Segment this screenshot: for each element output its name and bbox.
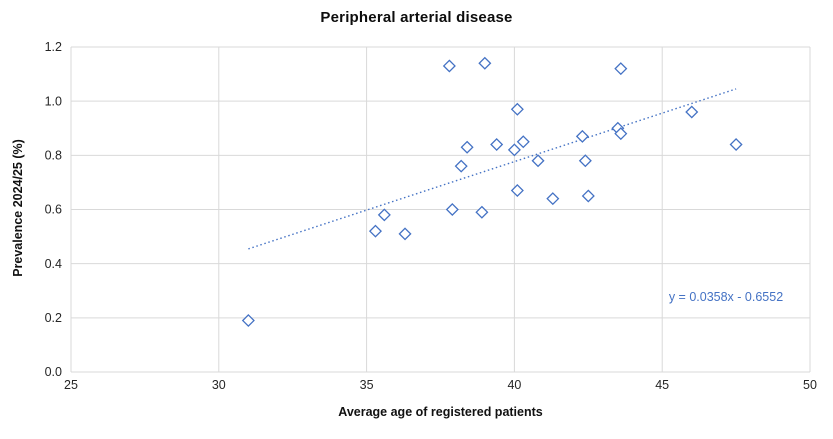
data-point-diamond <box>454 159 468 173</box>
y-axis-title: Prevalence 2024/25 (%) <box>11 139 25 277</box>
data-point-diamond <box>460 140 474 154</box>
chart-title: Peripheral arterial disease <box>320 9 513 26</box>
x-tick-label: 35 <box>360 378 374 392</box>
x-tick-label: 30 <box>212 378 226 392</box>
data-point-diamond <box>478 56 492 70</box>
y-tick-label: 1.2 <box>45 40 62 54</box>
data-point-diamond <box>368 224 382 238</box>
data-point-diamond <box>531 154 545 168</box>
x-axis-title: Average age of registered patients <box>338 405 543 419</box>
data-point-diamond <box>614 127 628 141</box>
data-point-diamond <box>729 137 743 152</box>
data-point-diamond <box>490 137 504 152</box>
data-point-diamond <box>241 314 255 328</box>
data-point-diamond <box>377 208 391 222</box>
data-point-diamond <box>581 189 595 203</box>
data-point-diamond <box>398 227 412 241</box>
x-tick-label: 45 <box>655 378 669 392</box>
trendline-equation-label: y = 0.0358x - 0.6552 <box>668 290 784 304</box>
data-point-diamond <box>516 135 530 149</box>
y-tick-label: 1.0 <box>45 94 62 108</box>
y-tick-label: 0.8 <box>45 149 62 163</box>
trendline <box>248 88 737 250</box>
data-point-diamond <box>445 202 459 217</box>
data-point-diamond <box>546 192 560 206</box>
y-tick-label: 0.6 <box>45 203 62 217</box>
data-point-diamond <box>507 143 521 157</box>
y-tick-label: 0.0 <box>45 365 62 379</box>
data-point-diamond <box>510 184 524 198</box>
data-point-diamond <box>475 205 489 219</box>
y-tick-label: 0.4 <box>45 257 62 271</box>
data-point-diamond <box>685 105 699 119</box>
data-point-diamond <box>614 62 628 76</box>
data-point-diamond <box>510 102 524 116</box>
data-point-diamond <box>578 154 592 168</box>
x-tick-label: 25 <box>64 378 78 392</box>
y-tick-label: 0.2 <box>45 311 62 325</box>
data-point-diamond <box>575 129 589 143</box>
x-tick-label: 40 <box>507 378 521 392</box>
x-tick-label: 50 <box>803 378 817 392</box>
data-point-diamond <box>442 59 456 73</box>
